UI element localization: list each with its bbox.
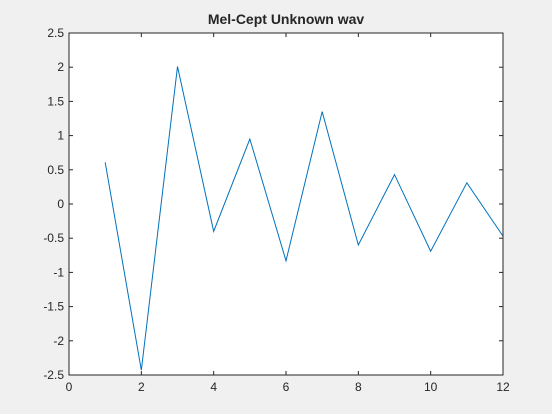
data-point	[465, 181, 468, 184]
data-point	[212, 230, 215, 233]
plot-area	[104, 65, 504, 372]
x-tick-label: 6	[283, 380, 290, 394]
y-tick-label: 0.5	[47, 163, 64, 177]
x-tick-label: 4	[210, 380, 217, 394]
x-tick-label: 2	[138, 380, 145, 394]
x-tick-label: 10	[424, 380, 438, 394]
x-tick-label: 12	[496, 380, 510, 394]
data-point	[393, 173, 396, 176]
y-tick-label: -0.5	[43, 231, 64, 245]
data-point	[140, 369, 143, 372]
y-tick-label: -1	[53, 265, 64, 279]
y-tick-label: 1	[57, 129, 64, 143]
y-tick-label: -2.5	[43, 368, 64, 382]
x-tick-label: 8	[355, 380, 362, 394]
x-axis-ticks: 0 2 4 6 8 10 12	[66, 33, 510, 394]
data-point	[429, 250, 432, 253]
y-tick-label: 2	[57, 60, 64, 74]
data-point	[321, 110, 324, 113]
data-point	[357, 244, 360, 247]
chart-title: Mel-Cept Unknown wav	[208, 11, 365, 27]
data-point	[285, 259, 288, 262]
y-tick-label: -1.5	[43, 300, 64, 314]
y-tick-label: 1.5	[47, 94, 64, 108]
axes-box	[68, 32, 504, 376]
x-tick-label: 0	[66, 380, 73, 394]
y-tick-label: 0	[57, 197, 64, 211]
data-point	[176, 65, 179, 68]
y-tick-label: -2	[53, 334, 64, 348]
y-tick-label: 2.5	[47, 26, 64, 40]
series-line	[104, 66, 504, 371]
y-axis-ticks: 2.5 2 1.5 1 0.5 0 -0.5 -1 -1.5 -2 -2.5	[43, 26, 503, 382]
axes-background	[69, 33, 503, 375]
data-point	[104, 161, 107, 164]
data-point	[248, 138, 251, 141]
